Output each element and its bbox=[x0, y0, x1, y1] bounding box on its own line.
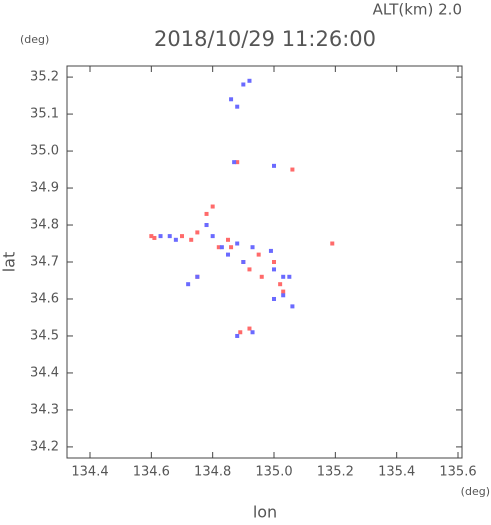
point bbox=[287, 274, 292, 279]
y-tick-label: 34.3 bbox=[30, 402, 59, 417]
y-tick-label: 34.4 bbox=[30, 365, 59, 380]
point bbox=[330, 241, 335, 246]
point bbox=[204, 211, 209, 216]
y-unit: (deg) bbox=[20, 33, 49, 46]
point bbox=[281, 293, 286, 298]
x-unit: (deg) bbox=[461, 485, 490, 498]
point bbox=[152, 235, 157, 240]
point bbox=[149, 234, 154, 239]
chart-title: 2018/10/29 11:26:00 bbox=[154, 27, 376, 51]
x-tick-label: 134.8 bbox=[194, 465, 231, 480]
point bbox=[278, 282, 283, 287]
point bbox=[167, 234, 172, 239]
point bbox=[290, 304, 295, 309]
point bbox=[180, 234, 185, 239]
point bbox=[229, 97, 234, 102]
point bbox=[272, 260, 277, 264]
point bbox=[247, 267, 252, 272]
x-tick-label: 134.4 bbox=[71, 465, 108, 480]
point bbox=[229, 245, 234, 250]
point bbox=[241, 82, 246, 87]
y-tick-label: 34.8 bbox=[30, 218, 59, 233]
y-tick-label: 34.5 bbox=[30, 328, 59, 343]
point bbox=[272, 296, 277, 301]
point bbox=[241, 260, 246, 264]
point bbox=[210, 234, 215, 239]
point bbox=[235, 333, 240, 338]
point bbox=[195, 274, 200, 279]
annotation: ALT(km) 2.0 bbox=[373, 1, 462, 19]
x-tick-label: 135.2 bbox=[317, 465, 354, 480]
point bbox=[259, 274, 264, 279]
point bbox=[173, 237, 178, 242]
y-axis-label: lat bbox=[0, 252, 19, 273]
point bbox=[219, 245, 224, 250]
y-tick-label: 34.2 bbox=[30, 439, 59, 454]
point bbox=[235, 160, 240, 165]
x-tick-label: 135.6 bbox=[439, 465, 476, 480]
point bbox=[250, 330, 255, 335]
y-tick-label: 34.6 bbox=[30, 291, 59, 306]
y-tick-label: 35.0 bbox=[30, 144, 59, 159]
x-tick-label: 134.6 bbox=[133, 465, 170, 480]
point bbox=[226, 252, 231, 257]
point bbox=[290, 167, 295, 172]
point bbox=[226, 237, 231, 242]
y-tick-label: 34.7 bbox=[30, 255, 59, 270]
point bbox=[247, 326, 252, 331]
point bbox=[235, 104, 240, 109]
point bbox=[216, 245, 221, 250]
point bbox=[235, 241, 240, 246]
point bbox=[281, 274, 286, 279]
point bbox=[272, 267, 277, 272]
x-tick-label: 135.4 bbox=[378, 465, 415, 480]
point bbox=[195, 230, 200, 235]
y-tick-label: 35.2 bbox=[30, 70, 59, 85]
x-axis-label: lon bbox=[253, 503, 277, 522]
point bbox=[268, 248, 273, 253]
point bbox=[189, 237, 194, 242]
point bbox=[256, 252, 261, 257]
x-tick-label: 135.0 bbox=[255, 465, 292, 480]
point bbox=[186, 282, 191, 287]
point bbox=[281, 289, 286, 294]
point bbox=[158, 234, 163, 239]
point bbox=[238, 330, 243, 335]
point bbox=[250, 245, 255, 250]
y-tick-label: 34.9 bbox=[30, 181, 59, 196]
point bbox=[204, 223, 209, 228]
point bbox=[272, 163, 277, 168]
point bbox=[210, 204, 215, 209]
y-tick-label: 35.1 bbox=[30, 107, 59, 122]
point bbox=[247, 78, 252, 83]
plot-frame bbox=[66, 65, 463, 459]
point bbox=[232, 160, 237, 165]
